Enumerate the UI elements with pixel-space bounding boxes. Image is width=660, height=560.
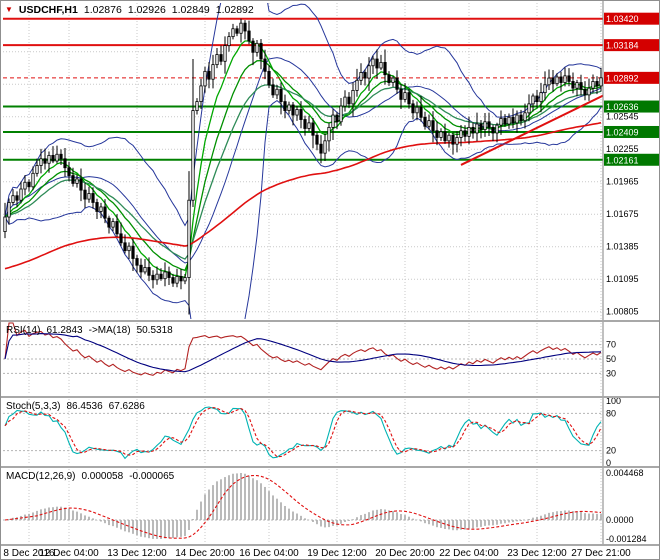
chart-marker-icon: ▼	[5, 5, 13, 14]
macd-signal-value: -0.000065	[129, 471, 175, 482]
price-axis: 1.02545 1.02255 1.01965 1.01675 1.01385 1.010…	[602, 1, 659, 546]
rsi-ma-name: ->MA(18)	[88, 325, 131, 336]
time-axis: 8 Dec 2016 12 Dec 04:00 13 Dec 12:00 14 Dec…	[1, 545, 659, 559]
panel-separators	[1, 320, 659, 546]
ohlc-close: 1.02892	[215, 4, 254, 16]
stoch-name: Stoch(5,3,3)	[6, 401, 61, 412]
time-label: 27 Dec 21:00	[571, 548, 631, 559]
stoch-signal-value: 67.6286	[108, 401, 145, 412]
svg-text:1.02161: 1.02161	[606, 155, 639, 165]
svg-text:0: 0	[606, 458, 611, 468]
svg-text:30: 30	[606, 368, 616, 378]
chart-header: ▼ USDCHF,H1 1.02876 1.02926 1.02849 1.02…	[5, 4, 254, 16]
svg-text:1.01385: 1.01385	[606, 242, 639, 252]
svg-text:-0.001284: -0.001284	[606, 534, 647, 544]
macd-label: MACD(12,26,9) 0.000058 -0.000065	[6, 471, 174, 482]
svg-text:1.02409: 1.02409	[606, 127, 639, 137]
macd-main-value: 0.000058	[81, 471, 124, 482]
time-label: 13 Dec 12:00	[107, 548, 167, 559]
stoch-panel: 100 80 20 0	[3, 396, 621, 468]
rsi-name: RSI(14)	[6, 325, 41, 336]
svg-text:1.00805: 1.00805	[606, 307, 639, 317]
svg-text:100: 100	[606, 396, 621, 406]
svg-text:50: 50	[606, 354, 616, 364]
time-label: 8 Dec 2016	[3, 548, 55, 559]
svg-text:70: 70	[606, 340, 616, 350]
svg-text:1.02892: 1.02892	[606, 73, 639, 83]
time-label: 23 Dec 12:00	[507, 548, 567, 559]
ohlc-high: 1.02926	[127, 4, 166, 16]
price-chart-layer	[3, 3, 603, 319]
symbol-timeframe: USDCHF,H1	[18, 4, 78, 16]
svg-text:1.02545: 1.02545	[606, 112, 639, 122]
grid-layer	[3, 3, 603, 543]
svg-text:0.0000: 0.0000	[606, 515, 634, 525]
ohlc-low: 1.02849	[171, 4, 210, 16]
svg-text:1.02636: 1.02636	[606, 102, 639, 112]
rsi-panel: 70 50 30	[3, 322, 616, 378]
rsi-ma-value: 50.5318	[136, 325, 173, 336]
svg-text:1.01095: 1.01095	[606, 274, 639, 284]
time-label: 19 Dec 12:00	[307, 548, 367, 559]
ohlc-open: 1.02876	[83, 4, 122, 16]
time-label: 14 Dec 20:00	[175, 548, 235, 559]
svg-text:80: 80	[606, 408, 616, 418]
time-label: 20 Dec 20:00	[375, 548, 435, 559]
svg-text:1.01675: 1.01675	[606, 209, 639, 219]
svg-text:1.03184: 1.03184	[606, 41, 639, 51]
rsi-label: RSI(14) 61.2843 ->MA(18) 50.5318	[6, 325, 173, 336]
svg-text:1.01965: 1.01965	[606, 177, 639, 187]
rsi-value: 61.2843	[46, 325, 83, 336]
candles-layer	[3, 18, 603, 315]
macd-name: MACD(12,26,9)	[6, 471, 76, 482]
svg-text:20: 20	[606, 446, 616, 456]
time-label: 12 Dec 04:00	[39, 548, 99, 559]
time-label: 16 Dec 04:00	[239, 548, 299, 559]
svg-text:1.03420: 1.03420	[606, 14, 639, 24]
time-label: 22 Dec 04:00	[439, 548, 499, 559]
svg-text:0.004468: 0.004468	[606, 468, 644, 478]
stoch-label: Stoch(5,3,3) 86.4536 67.6286	[6, 401, 145, 412]
macd-panel: 0.004468 0.0000 -0.001284	[3, 468, 647, 544]
svg-text:1.02255: 1.02255	[606, 144, 639, 154]
stoch-main-value: 86.4536	[66, 401, 103, 412]
